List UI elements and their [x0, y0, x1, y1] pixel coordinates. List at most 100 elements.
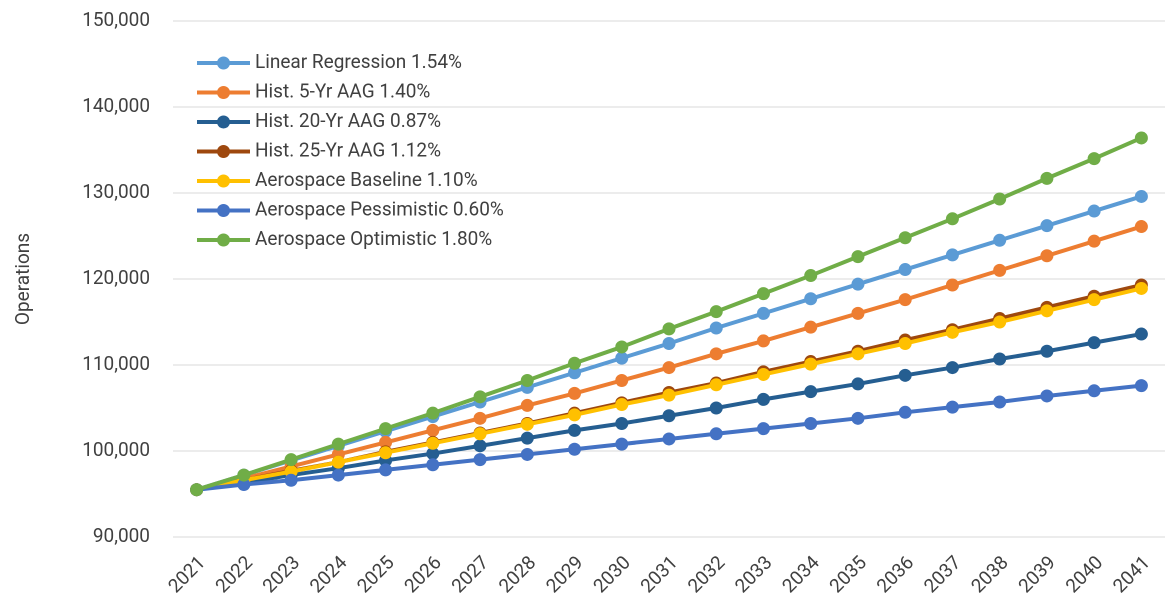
x-tick-label: 2038 [966, 551, 1012, 597]
legend-marker [217, 56, 230, 70]
legend-item: Linear Regression 1.54% [197, 50, 462, 73]
x-tick-label: 2022 [210, 551, 256, 597]
data-point [898, 405, 912, 419]
data-point [756, 306, 770, 320]
data-point [568, 442, 582, 456]
data-point [804, 320, 818, 334]
data-point [709, 321, 723, 335]
data-point [993, 315, 1007, 329]
x-tick-label: 2027 [447, 551, 493, 597]
data-point [756, 392, 770, 406]
data-point [1087, 204, 1101, 218]
data-point [993, 192, 1007, 206]
legend-item: Aerospace Pessimistic 0.60% [197, 198, 504, 221]
data-point [284, 453, 298, 467]
data-point [1040, 249, 1054, 263]
data-point [898, 293, 912, 307]
data-point [804, 416, 818, 430]
y-tick-label: 100,000 [82, 438, 150, 461]
data-point [993, 233, 1007, 247]
data-point [662, 432, 676, 446]
series [190, 379, 1148, 497]
data-point [379, 435, 393, 449]
data-point [426, 436, 440, 450]
data-point [662, 361, 676, 375]
data-point [898, 263, 912, 277]
data-point [851, 347, 865, 361]
legend-label: Linear Regression 1.54% [255, 50, 462, 73]
series [190, 131, 1148, 497]
data-point [379, 446, 393, 460]
data-point [662, 409, 676, 423]
data-point [1040, 219, 1054, 233]
y-tick-label: 150,000 [82, 8, 150, 31]
data-point [237, 468, 251, 482]
x-tick-label: 2040 [1061, 551, 1107, 597]
data-point [662, 322, 676, 336]
data-point [804, 385, 818, 399]
data-point [1040, 171, 1054, 185]
data-point [898, 337, 912, 350]
data-point [1040, 389, 1054, 403]
data-point [426, 423, 440, 437]
data-point [756, 287, 770, 301]
x-tick-label: 2023 [258, 551, 304, 597]
data-point [851, 411, 865, 425]
data-point [568, 408, 582, 422]
data-point [568, 366, 582, 380]
data-point [520, 447, 534, 461]
x-tick-label: 2039 [1014, 551, 1060, 597]
data-point [568, 386, 582, 400]
x-tick-label: 2026 [399, 551, 445, 597]
legend-label: Aerospace Baseline 1.10% [255, 168, 478, 191]
data-point [520, 373, 534, 387]
legend-label: Hist. 5-Yr AAG 1.40% [255, 80, 430, 103]
data-point [615, 398, 629, 412]
x-tick-label: 2032 [683, 551, 729, 597]
legend-marker [217, 233, 230, 247]
legend-marker [217, 86, 230, 99]
y-tick-label: 140,000 [82, 94, 150, 117]
data-point [898, 231, 912, 245]
data-point [520, 431, 534, 445]
data-point [709, 305, 723, 319]
data-point [237, 478, 251, 492]
data-point [709, 427, 723, 441]
y-tick-label: 110,000 [82, 352, 150, 375]
x-tick-label: 2021 [163, 551, 209, 597]
x-tick-label: 2024 [305, 551, 352, 598]
data-point [709, 347, 723, 361]
data-point [1087, 336, 1101, 350]
legend-label: Hist. 25-Yr AAG 1.12% [255, 139, 441, 162]
data-point [615, 416, 629, 430]
x-tick-label: 2025 [352, 551, 398, 597]
data-point [568, 356, 582, 370]
data-point [662, 388, 676, 402]
legend-label: Aerospace Pessimistic 0.60% [255, 198, 504, 221]
data-point [331, 437, 345, 451]
data-point [1134, 189, 1148, 203]
data-point [804, 292, 818, 306]
data-point [945, 248, 959, 262]
data-point [945, 212, 959, 226]
data-point [993, 352, 1007, 366]
data-point [804, 357, 818, 371]
legend-item: Aerospace Optimistic 1.80% [197, 227, 492, 250]
series [190, 281, 1148, 497]
y-tick-label: 130,000 [82, 180, 150, 203]
legend-label: Aerospace Optimistic 1.80% [255, 227, 492, 250]
data-point [756, 334, 770, 348]
data-point [1087, 234, 1101, 248]
x-tick-label: 2030 [588, 551, 634, 597]
data-point [568, 423, 582, 437]
data-point [473, 439, 487, 453]
y-tick-label: 90,000 [93, 524, 150, 547]
x-tick-label: 2034 [777, 551, 824, 598]
legend-item: Aerospace Baseline 1.10% [197, 168, 478, 191]
data-point [756, 367, 770, 381]
legend-marker [217, 115, 230, 129]
legend-item: Hist. 20-Yr AAG 0.87% [197, 109, 441, 132]
legend-item: Hist. 5-Yr AAG 1.40% [197, 80, 430, 103]
data-point [993, 395, 1007, 409]
data-point [473, 427, 487, 441]
